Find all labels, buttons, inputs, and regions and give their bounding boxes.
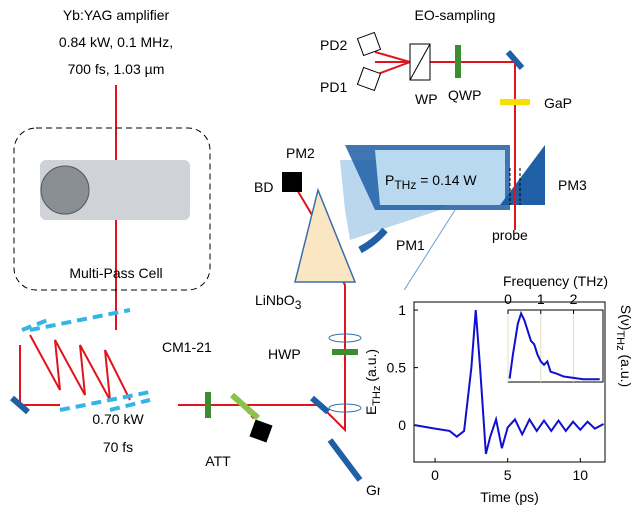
x-axis-label: Frequency (THz) xyxy=(503,273,608,289)
y-tick-label: 0 xyxy=(398,417,406,433)
label: GaP xyxy=(544,95,572,111)
y-tick-label: 0.5 xyxy=(387,360,407,376)
label: ATT xyxy=(205,453,231,469)
y-axis-label-part: THz xyxy=(371,386,383,406)
att-pbs xyxy=(232,395,258,418)
x-tick-label: 0 xyxy=(431,467,439,483)
figure: Yb:YAG amplifier 0.84 kW, 0.1 MHz, 700 f… xyxy=(0,0,632,517)
label: 0.70 kW xyxy=(92,411,144,427)
label: PM3 xyxy=(558,177,587,193)
label: PM2 xyxy=(286,145,315,161)
beam-dump xyxy=(282,172,302,192)
plot-area xyxy=(508,310,603,382)
label: HWP xyxy=(268,346,301,362)
label: Yb:YAG amplifier xyxy=(63,7,170,23)
x-tick-label: 2 xyxy=(570,291,578,307)
y-tick-label: 1 xyxy=(398,302,406,318)
label: BD xyxy=(254,179,273,195)
label: PM1 xyxy=(396,237,425,253)
mpc-flange xyxy=(41,166,89,214)
chirped-mirrors xyxy=(60,392,150,410)
label: CM1-21 xyxy=(162,339,212,355)
x-axis-label: Time (ps) xyxy=(480,489,539,505)
label: PD1 xyxy=(320,79,347,95)
label: PD2 xyxy=(320,37,347,53)
label: 70 fs xyxy=(103,439,133,455)
beam-dump xyxy=(249,419,272,442)
chirped-mirrors xyxy=(110,400,150,410)
y-axis-label-part: S(ν) xyxy=(618,305,632,331)
y-axis-label-part: (a.u.) xyxy=(363,349,379,386)
grating xyxy=(330,440,360,480)
label: Gr xyxy=(366,482,382,498)
label: WP xyxy=(415,91,438,107)
label: EO-sampling xyxy=(415,7,496,23)
label: Multi-Pass Cell xyxy=(69,265,162,281)
x-tick-label: 10 xyxy=(573,467,589,483)
y-axis-label-part: THz xyxy=(614,330,626,350)
x-tick-label: 1 xyxy=(537,291,545,307)
label: 0.84 kW, 0.1 MHz, xyxy=(59,34,173,50)
x-tick-label: 0 xyxy=(504,291,512,307)
x-tick-label: 5 xyxy=(504,467,512,483)
y-axis-label-part: (a.u.) xyxy=(618,351,632,388)
label: 700 fs, 1.03 µm xyxy=(68,61,165,77)
label: LiNbO3 xyxy=(255,292,302,312)
label: probe xyxy=(492,227,528,243)
photodiode xyxy=(357,67,380,90)
label: QWP xyxy=(448,87,481,103)
y-axis-label-part: E xyxy=(363,406,379,415)
